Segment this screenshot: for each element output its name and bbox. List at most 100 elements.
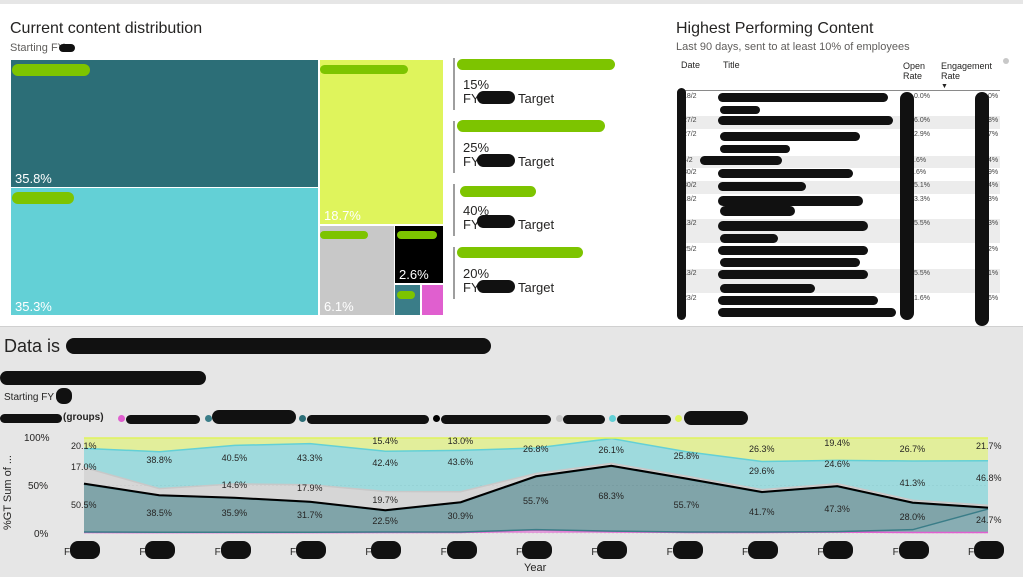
redaction	[66, 338, 491, 354]
date-cell: /30/2	[681, 182, 697, 189]
redaction	[145, 541, 176, 559]
redaction	[720, 284, 815, 293]
x-tick-label: F	[591, 547, 598, 558]
treemap-cell[interactable]: 35.3%	[11, 188, 318, 315]
area-series[interactable]	[84, 438, 988, 462]
target-accent-line	[453, 121, 455, 173]
engagement-rate-cell: 7%	[988, 131, 999, 138]
data-label: 42.4%	[372, 457, 398, 468]
target-accent-line	[453, 247, 455, 299]
date-cell: /18/2	[681, 196, 697, 203]
scrollbar[interactable]	[1003, 58, 1009, 64]
redaction	[56, 388, 72, 404]
legend-marker[interactable]	[609, 415, 616, 422]
data-label: 35.9%	[221, 508, 248, 519]
chart-subtitle: Starting FY	[4, 392, 55, 403]
redaction	[59, 44, 75, 52]
redaction	[718, 246, 868, 255]
date-cell: /4/2	[681, 157, 693, 164]
series-line	[83, 462, 989, 507]
engagement-rate-cell: 6%	[988, 295, 999, 302]
open-rate-cell: 6.0%	[914, 117, 930, 124]
redaction	[126, 415, 200, 424]
redaction	[460, 186, 536, 197]
data-label: 29.6%	[749, 465, 775, 476]
column-header-open-rate[interactable]: Open Rate	[903, 61, 926, 81]
redaction	[718, 93, 888, 102]
table-row[interactable]: /25/2 2%	[678, 245, 1000, 267]
legend-marker[interactable]	[118, 415, 125, 422]
redaction	[974, 541, 1004, 559]
series-line	[83, 508, 989, 533]
redaction	[720, 258, 860, 267]
redaction	[718, 196, 863, 206]
redaction	[718, 308, 896, 317]
target-fy-label: FY	[463, 154, 480, 169]
redaction	[823, 541, 854, 559]
engagement-rate-cell: 9%	[988, 169, 999, 176]
legend-marker[interactable]	[675, 415, 682, 422]
date-cell: /30/2	[681, 169, 697, 176]
data-label: 13.0%	[447, 435, 474, 446]
legend-marker[interactable]	[205, 415, 212, 422]
legend-marker[interactable]	[433, 415, 440, 422]
data-label: 41.7%	[749, 507, 775, 518]
y-tick-label: 0%	[34, 529, 49, 540]
table-row[interactable]: /18/2 0.0% 0%	[678, 92, 1000, 105]
area-series[interactable]	[84, 466, 988, 533]
treemap-subtitle: Starting FY	[10, 42, 66, 54]
area-series[interactable]	[84, 463, 988, 511]
legend-marker[interactable]	[299, 415, 306, 422]
engagement-rate-cell: 2%	[988, 246, 999, 253]
legend-marker[interactable]	[556, 415, 563, 422]
data-label: 24.6%	[824, 458, 850, 469]
engagement-rate-cell: 4%	[988, 182, 999, 189]
area-series[interactable]	[84, 438, 988, 506]
table-row[interactable]: /18/2 3.3% 3%	[678, 195, 1000, 217]
date-cell: /23/2	[681, 295, 697, 302]
treemap-cell[interactable]	[422, 285, 443, 315]
treemap-cell[interactable]: 6.1%	[320, 226, 394, 315]
date-cell: /18/2	[681, 93, 697, 100]
data-label: 50.5%	[71, 499, 97, 510]
stacked-area-chart	[83, 437, 989, 534]
date-cell: /13/2	[681, 270, 697, 277]
treemap-cell[interactable]	[395, 285, 420, 315]
column-header-engagement-rate[interactable]: Engagement Rate	[941, 61, 993, 81]
redaction	[684, 411, 748, 425]
table-header-divider	[678, 90, 1000, 91]
table-row[interactable]: /23/2 1.6% 6%	[678, 294, 1000, 316]
redaction	[457, 247, 583, 258]
target-percent: 15%	[463, 77, 490, 92]
redaction	[898, 541, 929, 559]
redaction	[718, 270, 868, 279]
table-subtitle: Last 90 days, sent to at least 10% of em…	[676, 41, 910, 53]
treemap-cell[interactable]: 35.8%	[11, 60, 318, 187]
y-tick-label: 50%	[28, 481, 49, 492]
engagement-rate-cell: 0%	[988, 93, 999, 100]
data-label: 19.7%	[372, 494, 398, 505]
redaction	[718, 221, 868, 231]
column-header-date[interactable]: Date	[681, 60, 701, 70]
table-row[interactable]: /30/2 .6% 9%	[678, 168, 1000, 180]
redaction	[446, 541, 477, 559]
treemap-cell-label: 35.8%	[15, 171, 52, 186]
date-cell: /13/2	[681, 220, 697, 227]
target-accent-line	[453, 58, 455, 110]
sort-descending-icon: ▼	[941, 83, 948, 90]
treemap-title: Current content distribution	[10, 20, 203, 37]
area-series[interactable]	[84, 530, 988, 533]
target-label: Target	[518, 280, 555, 295]
data-label: 55.7%	[523, 496, 549, 507]
table-row[interactable]: /27/2 2.9% 7%	[678, 130, 1000, 152]
redaction	[700, 156, 782, 165]
data-label: 68.3%	[598, 490, 624, 501]
column-header-title[interactable]: Title	[723, 60, 740, 70]
data-label: 15.4%	[372, 436, 398, 447]
treemap-cell[interactable]: 18.7%	[320, 60, 443, 224]
redaction	[477, 280, 515, 293]
redaction	[720, 145, 790, 153]
data-label: 17.9%	[297, 483, 323, 494]
data-label: 19.4%	[824, 437, 850, 448]
date-cell: /27/2	[681, 131, 697, 138]
